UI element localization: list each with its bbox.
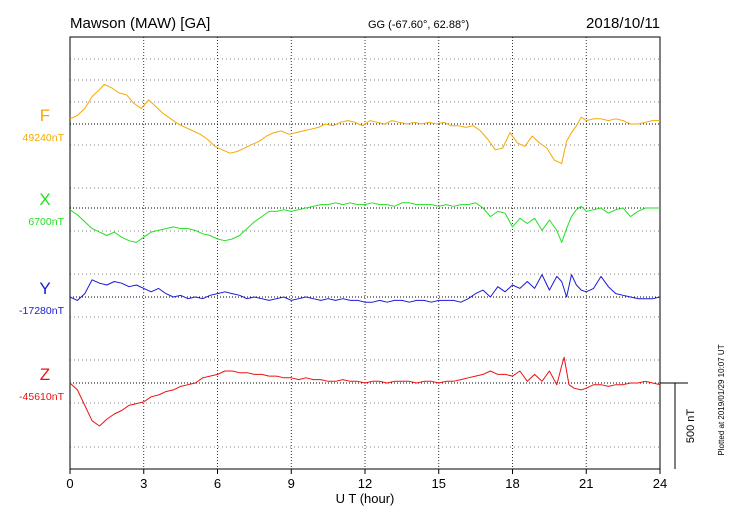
x-tick-label: 9 <box>288 476 295 491</box>
series-labels: F 49240nT X 6700nT Y -17280nT Z -45610nT <box>19 106 65 403</box>
series-name-y: Y <box>39 279 50 298</box>
baseline-value-x: 6700nT <box>28 216 64 228</box>
station-coordinates: GG (-67.60°, 62.88°) <box>368 19 469 31</box>
series-line-y <box>69 274 661 303</box>
x-tick-label: 21 <box>579 476 593 491</box>
series-lines <box>69 83 661 427</box>
series-line-z <box>69 356 661 427</box>
x-tick-label: 15 <box>432 476 446 491</box>
grid-lines <box>70 37 660 469</box>
series-line-x <box>69 202 660 243</box>
baseline-value-z: -45610nT <box>19 391 65 403</box>
x-tick-label: 24 <box>653 476 667 491</box>
baseline-value-f: 49240nT <box>23 132 65 144</box>
x-tick-label: 3 <box>140 476 147 491</box>
baseline-value-y: -17280nT <box>19 305 65 317</box>
station-title: Mawson (MAW) [GA] <box>70 15 210 32</box>
series-line-f <box>69 83 660 165</box>
x-tick-label: 18 <box>505 476 519 491</box>
x-tick-label: 0 <box>66 476 73 491</box>
series-name-f: F <box>40 106 50 125</box>
plotted-timestamp: Plotted at 2019/01/29 10:07 UT <box>717 344 726 455</box>
plot-date: 2018/10/11 <box>586 15 660 32</box>
x-axis-label: U T (hour) <box>336 491 395 506</box>
x-tick-label: 6 <box>214 476 221 491</box>
scale-bar: 500 nT <box>660 382 697 469</box>
x-tick-label: 12 <box>358 476 372 491</box>
x-axis: 0 3 6 9 12 15 18 21 24 <box>66 469 667 491</box>
scale-bar-label: 500 nT <box>685 409 697 444</box>
series-name-z: Z <box>40 365 50 384</box>
series-name-x: X <box>39 190 50 209</box>
